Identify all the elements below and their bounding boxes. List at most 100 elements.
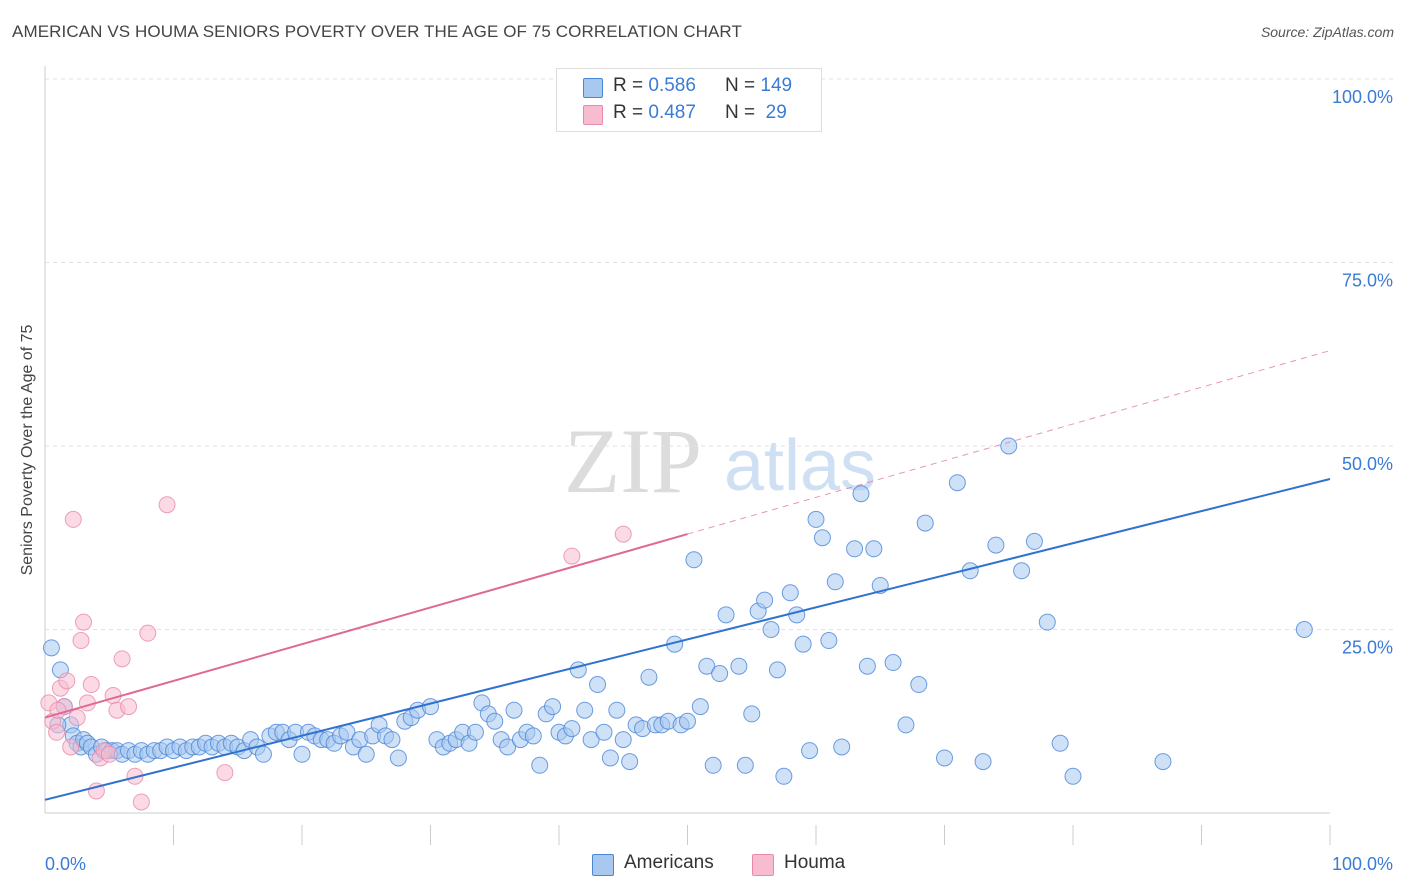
x-tick-label: 100.0% [1332,854,1393,874]
houma-point [120,698,138,716]
americans-swatch [583,78,603,98]
americans-point [1038,613,1056,631]
americans-point [781,584,799,602]
americans-point [884,654,902,672]
americans-swatch [592,854,614,876]
americans-point [916,514,934,532]
houma-point [72,632,90,650]
americans-point [775,767,793,785]
americans-point [974,753,992,771]
watermark-zip: ZIP [564,410,702,512]
americans-point [730,657,748,675]
americans-point [293,745,311,763]
r-label: R = [613,75,649,96]
houma-point [58,672,76,690]
houma-trend-extension [687,350,1331,535]
n-label: N = [725,102,761,123]
source-label: Source: ZipAtlas.com [1260,24,1394,40]
americans-point [524,727,542,745]
y-tick-label: 100.0% [1332,87,1393,107]
americans-point [826,573,844,591]
watermark-atlas: atlas [724,426,876,506]
americans-point [582,731,600,749]
houma-point [64,510,82,528]
chart-title: AMERICAN VS HOUMA SENIORS POVERTY OVER T… [12,22,742,41]
americans-point [1295,621,1313,638]
americans-point [820,632,838,650]
americans-point [499,738,517,756]
americans-point [1025,532,1043,550]
houma-swatch [752,854,774,876]
houma-trend-line [44,533,688,719]
legend-label: Houma [784,852,846,873]
americans-point [801,742,819,760]
houma-point [132,793,150,811]
americans-point [685,551,703,569]
americans-point [768,661,786,679]
americans-point [794,635,812,653]
americans-point [486,712,504,730]
americans-point [640,668,658,686]
americans-point [389,749,407,767]
americans-point [595,723,613,741]
americans-point [544,698,562,716]
houma-point [158,496,176,514]
americans-point [42,639,60,657]
americans-point [1064,767,1082,785]
americans-point [910,676,928,694]
americans-point [846,540,864,558]
americans-point [422,698,439,716]
americans-trend-line [44,478,1331,801]
americans-point [601,749,619,767]
americans-point [505,701,523,719]
houma-point [48,723,66,741]
americans-point [614,731,632,749]
americans-point [717,606,735,624]
houma-point [75,613,93,631]
americans-point [357,745,375,763]
americans-point [711,665,729,683]
x-tick-label: 0.0% [45,854,86,874]
americans-point [936,749,953,767]
houma-swatch [583,105,603,125]
y-tick-label: 50.0% [1342,454,1393,474]
legend-label: Americans [624,852,714,873]
americans-point [1013,562,1031,580]
americans-point [858,657,876,675]
r-value: 0.487 [648,102,696,123]
houma-point [82,676,100,694]
americans-point [807,510,825,528]
houma-point [62,738,80,756]
americans-point [852,485,870,503]
houma-point [563,547,581,565]
americans-point [1000,437,1018,455]
americans-point [762,621,780,638]
houma-point [216,764,234,782]
americans-point [254,745,272,763]
americans-point [563,720,581,738]
y-tick-label: 25.0% [1342,638,1393,658]
americans-point [788,606,806,624]
americans-point [576,701,594,719]
americans-point [621,753,639,771]
n-value: 149 [760,75,793,96]
americans-point [987,536,1005,554]
houma-point [139,624,157,642]
houma-point [100,745,118,763]
americans-point [833,738,851,756]
stats-legend: R = 0.586 N = 149 R = 0.487 N = 29 [556,68,822,132]
r-value: 0.586 [648,75,696,96]
y-tick-label: 75.0% [1342,271,1393,291]
n-value: 29 [760,102,787,123]
americans-point [466,723,484,741]
americans-point [948,474,966,492]
americans-point [1154,753,1172,771]
americans-point [736,756,754,774]
y-axis-title: Seniors Poverty Over the Age of 75 [19,324,36,576]
houma-point [614,525,632,543]
houma-point [68,709,86,727]
americans-point [679,712,696,730]
americans-point [865,540,883,558]
americans-point [756,591,774,609]
